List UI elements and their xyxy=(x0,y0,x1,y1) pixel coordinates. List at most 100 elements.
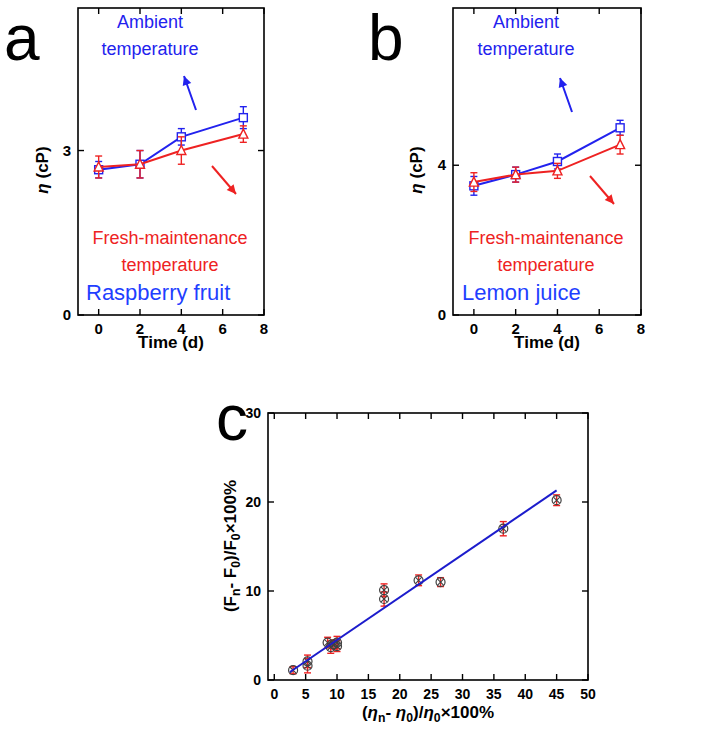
error-bar xyxy=(137,151,144,178)
marker xyxy=(94,162,103,171)
y-tick-label: 4 xyxy=(438,156,447,173)
x-tick xyxy=(274,413,275,419)
y-tick xyxy=(78,150,84,151)
x-tick-label: 8 xyxy=(637,320,645,337)
x-tick xyxy=(222,8,223,14)
x-tick xyxy=(181,309,182,315)
marker xyxy=(553,166,562,175)
plot-frame xyxy=(453,8,641,315)
y-tick xyxy=(453,165,459,166)
chart-title: Raspberry fruit xyxy=(86,280,230,305)
arrow xyxy=(183,76,196,110)
panel-a: 0246803Time (d)η (cP)aAmbienttemperature… xyxy=(4,2,268,352)
y-tick xyxy=(582,679,588,680)
error-bar xyxy=(617,120,624,135)
marker xyxy=(380,595,389,604)
marker xyxy=(239,114,247,122)
series-annotation: Fresh-maintenancetemperature xyxy=(468,228,623,275)
x-tick xyxy=(525,413,526,419)
y-tick xyxy=(258,150,264,151)
marker xyxy=(469,177,478,186)
x-tick xyxy=(557,309,558,315)
y-tick-label: 0 xyxy=(438,306,446,323)
x-tick xyxy=(473,309,474,315)
y-tick xyxy=(268,679,274,680)
x-tick-label: 5 xyxy=(302,686,310,702)
error-bar xyxy=(178,137,185,164)
series-line xyxy=(99,134,244,167)
plot-frame xyxy=(78,8,264,315)
plot-frame xyxy=(268,413,588,680)
x-tick-label: 8 xyxy=(260,320,268,337)
y-tick xyxy=(453,314,459,315)
marker xyxy=(177,146,186,155)
x-tick xyxy=(493,413,494,419)
marker xyxy=(136,160,144,168)
error-bar xyxy=(470,176,477,195)
x-tick xyxy=(274,674,275,680)
panel-label: a xyxy=(4,2,40,74)
y-tick-label: 0 xyxy=(63,306,71,323)
x-tick xyxy=(640,309,641,315)
x-tick xyxy=(263,8,264,14)
x-tick xyxy=(98,309,99,315)
x-tick-label: 0 xyxy=(270,686,278,702)
x-tick xyxy=(305,413,306,419)
series-line xyxy=(474,128,620,186)
data xyxy=(289,490,562,674)
x-tick xyxy=(640,8,641,14)
x-tick xyxy=(368,674,369,680)
x-tick xyxy=(599,309,600,315)
series-annotation: Fresh-maintenancetemperature xyxy=(92,228,247,275)
y-tick xyxy=(582,412,588,413)
marker xyxy=(552,496,561,505)
y-tick xyxy=(268,412,274,413)
x-tick xyxy=(336,674,337,680)
x-tick-label: 25 xyxy=(423,686,439,702)
x-tick xyxy=(556,674,557,680)
marker xyxy=(616,140,625,149)
x-tick-label: 0 xyxy=(94,320,102,337)
error-bar xyxy=(137,151,144,178)
x-tick xyxy=(525,674,526,680)
x-tick xyxy=(587,413,588,419)
x-tick xyxy=(399,674,400,680)
series-annotation: Ambienttemperature xyxy=(101,12,198,59)
error-bar xyxy=(381,584,388,596)
y-tick-label: 10 xyxy=(245,583,261,599)
x-tick xyxy=(599,8,600,14)
x-tick xyxy=(305,674,306,680)
x-axis-label: Time (d) xyxy=(514,333,580,352)
x-tick xyxy=(515,309,516,315)
error-bar xyxy=(470,173,477,192)
y-axis-label: η (cP) xyxy=(407,146,426,193)
y-axis-label: η (cP) xyxy=(33,146,52,193)
y-tick-label: 3 xyxy=(63,142,71,159)
marker xyxy=(136,159,145,168)
panel-b: 0246804Time (d)η (cP)bAmbienttemperature… xyxy=(368,2,645,352)
y-axis-label: (Fn- F0)/F0×100% xyxy=(221,480,243,612)
series-line xyxy=(474,145,620,182)
arrow xyxy=(212,166,236,194)
x-tick xyxy=(139,309,140,315)
y-tick xyxy=(635,165,641,166)
x-tick-label: 15 xyxy=(361,686,377,702)
marker xyxy=(239,129,248,138)
x-tick-label: 0 xyxy=(470,320,478,337)
panel-c: 051015202530354045500102030(ηn- η0)/η0×1… xyxy=(216,382,596,725)
x-tick xyxy=(430,674,431,680)
x-tick xyxy=(493,674,494,680)
marker xyxy=(616,124,624,132)
x-tick-label: 50 xyxy=(580,686,596,702)
error-bar xyxy=(240,126,247,142)
marker xyxy=(511,170,520,179)
marker xyxy=(380,586,389,595)
x-tick-label: 45 xyxy=(549,686,565,702)
x-tick xyxy=(336,413,337,419)
series-annotation: Ambienttemperature xyxy=(477,12,574,59)
marker xyxy=(436,578,445,587)
x-tick-label: 10 xyxy=(329,686,345,702)
error-bar xyxy=(554,163,561,178)
x-tick xyxy=(222,309,223,315)
arrow xyxy=(590,176,614,204)
